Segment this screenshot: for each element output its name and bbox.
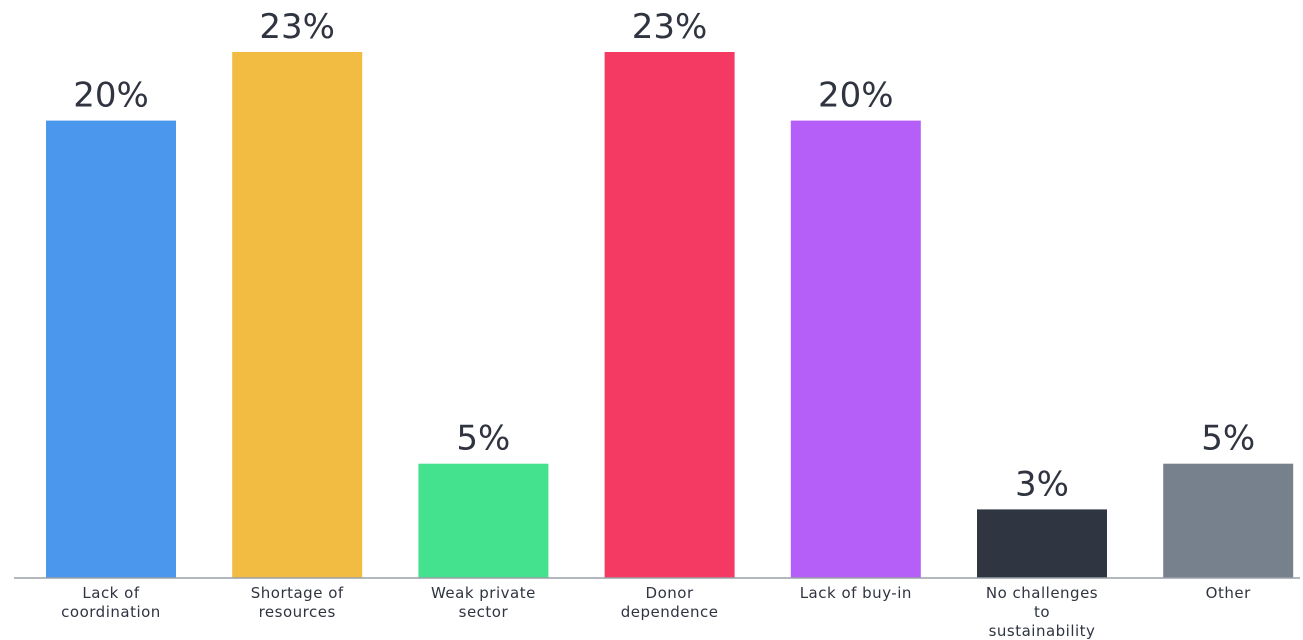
bar-value-label: 3% xyxy=(1015,464,1069,504)
category-label-line: dependence xyxy=(621,603,719,621)
bar xyxy=(232,52,363,578)
category-label: Weak private sector xyxy=(431,584,536,621)
category-label-line: Donor xyxy=(646,584,694,602)
bars-group xyxy=(46,52,1294,578)
bar xyxy=(604,52,735,578)
category-label-line: Weak private xyxy=(431,584,536,602)
category-label-line: Shortage of xyxy=(251,584,344,602)
category-label-line: sustainability xyxy=(989,622,1096,640)
category-label-line: resources xyxy=(259,603,336,621)
bar-value-label: 20% xyxy=(73,76,149,116)
bar xyxy=(977,509,1107,578)
category-label-line: Other xyxy=(1206,584,1251,602)
bar xyxy=(46,120,176,578)
bar xyxy=(1163,463,1294,578)
category-label-line: Lack of xyxy=(82,584,139,602)
category-label-line: No challenges xyxy=(986,584,1098,602)
bar-value-label: 20% xyxy=(818,76,894,116)
category-label: Lack of buy-in xyxy=(800,584,912,602)
category-label: Lack of coordination xyxy=(61,584,161,621)
bar-value-label: 23% xyxy=(259,7,335,47)
category-label-line: coordination xyxy=(61,603,161,621)
bar-value-label: 5% xyxy=(456,419,510,459)
category-label: No challenges to sustainability xyxy=(986,584,1098,640)
category-label: Other xyxy=(1206,584,1251,602)
bar-value-label: 5% xyxy=(1201,419,1255,459)
category-label-line: Lack of buy-in xyxy=(800,584,912,602)
value-labels-group: 20% 23% 5% 23% 20% 3% 5% xyxy=(73,7,1255,504)
category-label-line: to xyxy=(1034,603,1050,621)
category-labels-group: Lack of coordination Shortage of resources W… xyxy=(61,584,1251,640)
category-label: Donor dependence xyxy=(621,584,719,621)
bar xyxy=(790,120,921,578)
bar-value-label: 23% xyxy=(632,7,708,47)
category-label-line: sector xyxy=(459,603,509,621)
category-label: Shortage of resources xyxy=(251,584,344,621)
bar xyxy=(418,463,549,578)
